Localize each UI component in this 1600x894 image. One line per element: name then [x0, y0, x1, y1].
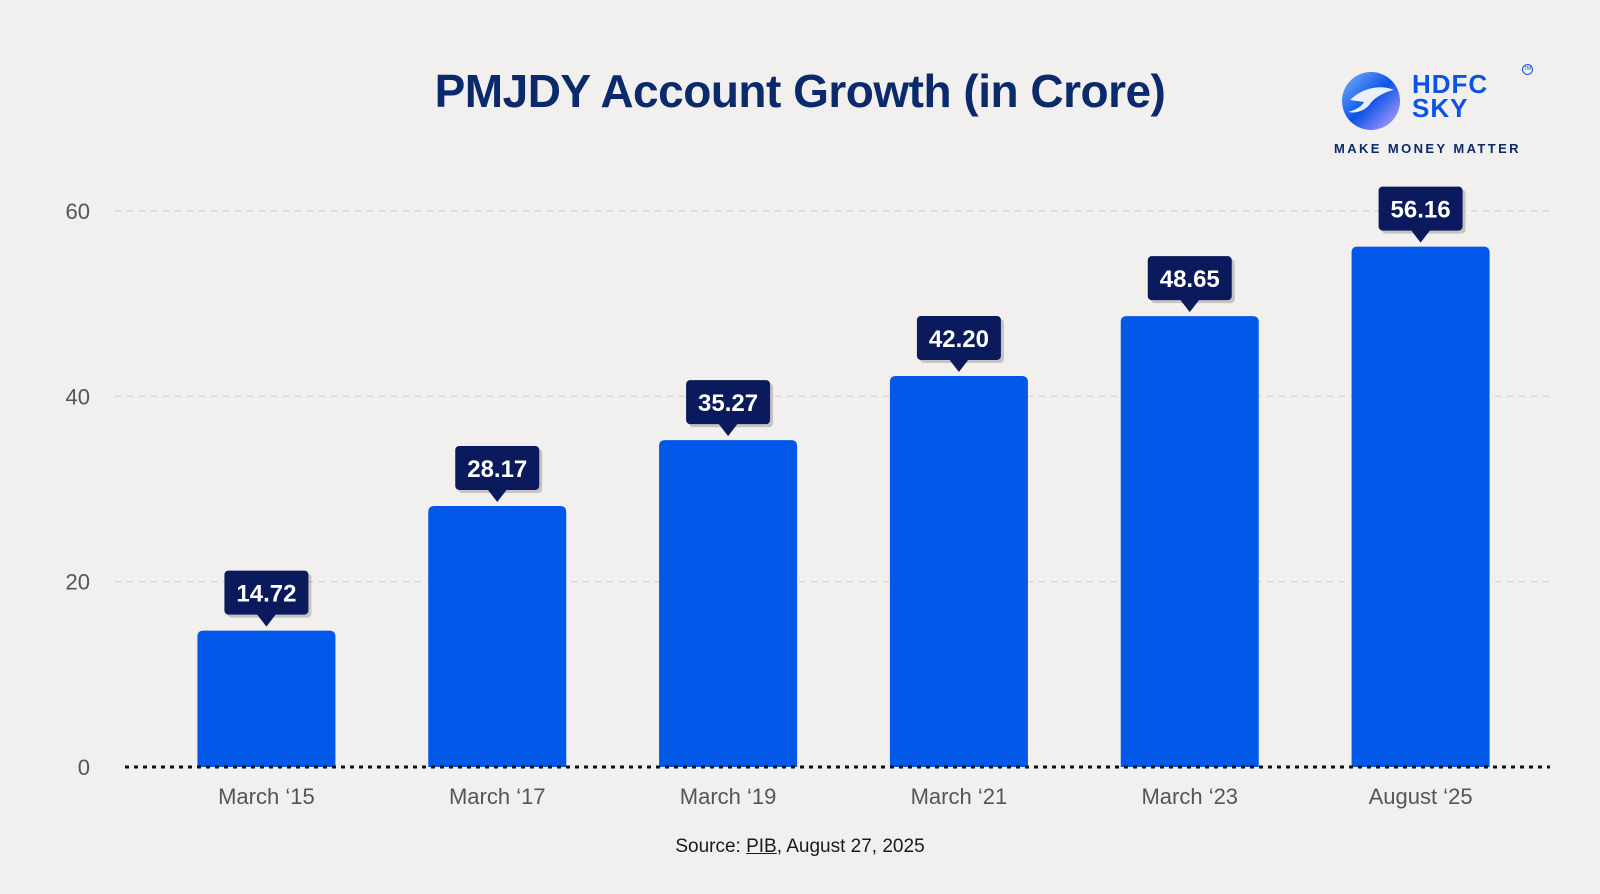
x-tick-label: August ‘25: [1369, 784, 1473, 809]
y-tick-label: 0: [78, 755, 90, 780]
bar: [197, 630, 336, 767]
x-tick-label: March ‘19: [680, 784, 777, 809]
bar: [659, 440, 798, 767]
trademark-badge: TM: [1522, 64, 1533, 75]
bar: [889, 375, 1028, 767]
source-note: Source: PIB, August 27, 2025: [0, 836, 1600, 858]
data-label-box: [1378, 186, 1463, 231]
data-label-pointer: [487, 488, 508, 502]
hdfc-sky-logo: HDFC SKY TM MAKE MONEY MATTER: [1334, 64, 1540, 164]
y-tick-label: 60: [66, 199, 90, 224]
y-tick-label: 20: [66, 570, 90, 595]
x-tick-label: March ‘15: [218, 784, 315, 809]
chart-title: PMJDY Account Growth (in Crore): [434, 65, 1166, 117]
data-label-pointer: [718, 423, 739, 437]
data-label-pointer: [1179, 299, 1200, 313]
data-label-pointer: [948, 358, 969, 372]
x-tick-label: March ‘17: [449, 784, 546, 809]
bar: [1120, 316, 1259, 767]
data-label: 35.27: [698, 390, 758, 417]
hdfc-sky-logo-icon: [1342, 72, 1400, 130]
brand-name: HDFC SKY: [1412, 69, 1489, 123]
brand-tagline: MAKE MONEY MATTER: [1334, 141, 1521, 156]
data-label: 14.72: [236, 581, 296, 608]
source-date: , August 27, 2025: [776, 836, 925, 857]
data-label-pointer: [256, 613, 277, 627]
bar: [1351, 246, 1490, 768]
x-tick-label: March ‘23: [1141, 784, 1238, 809]
data-label: 48.65: [1160, 266, 1220, 293]
brand-name-line1: HDFC: [1412, 69, 1489, 99]
data-label-box: [1147, 256, 1232, 301]
data-label-box: [916, 315, 1001, 360]
brand-name-line2: SKY: [1412, 93, 1469, 123]
source-prefix: Source:: [675, 836, 747, 857]
data-label: 56.16: [1391, 197, 1451, 224]
data-label: 28.17: [467, 456, 527, 483]
x-tick-label: March ‘21: [911, 784, 1008, 809]
bar: [428, 505, 567, 767]
source-link[interactable]: PIB: [746, 836, 777, 857]
data-label: 42.20: [929, 326, 989, 353]
data-label-box: [455, 445, 540, 490]
y-tick-label: 40: [66, 384, 90, 409]
data-label-box: [224, 570, 309, 615]
data-label-pointer: [1410, 229, 1431, 243]
data-label-box: [686, 380, 771, 425]
